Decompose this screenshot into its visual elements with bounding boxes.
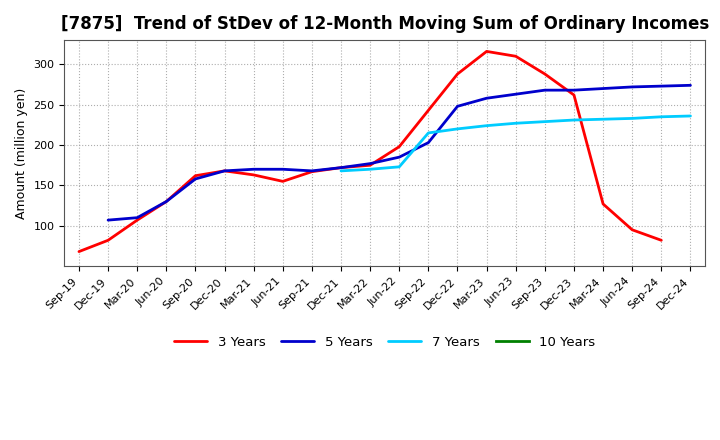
3 Years — [395, 144, 404, 149]
5 Years — [599, 86, 608, 91]
3 Years — [657, 238, 666, 243]
3 Years — [337, 165, 346, 170]
Line: 3 Years: 3 Years — [79, 51, 662, 252]
5 Years — [453, 104, 462, 109]
7 Years — [453, 126, 462, 132]
3 Years — [249, 172, 258, 178]
3 Years — [307, 169, 316, 174]
7 Years — [511, 121, 520, 126]
5 Years — [482, 95, 491, 101]
5 Years — [686, 83, 695, 88]
5 Years — [279, 167, 287, 172]
3 Years — [628, 227, 636, 232]
5 Years — [220, 168, 229, 173]
5 Years — [657, 84, 666, 89]
5 Years — [104, 217, 112, 223]
7 Years — [482, 123, 491, 128]
3 Years — [75, 249, 84, 254]
5 Years — [307, 168, 316, 173]
Legend: 3 Years, 5 Years, 7 Years, 10 Years: 3 Years, 5 Years, 7 Years, 10 Years — [174, 336, 595, 349]
3 Years — [104, 238, 112, 243]
5 Years — [366, 161, 374, 166]
3 Years — [570, 92, 578, 98]
3 Years — [424, 108, 433, 113]
3 Years — [511, 54, 520, 59]
3 Years — [482, 49, 491, 54]
Y-axis label: Amount (million yen): Amount (million yen) — [15, 88, 28, 219]
7 Years — [686, 114, 695, 119]
5 Years — [570, 88, 578, 93]
7 Years — [424, 130, 433, 136]
3 Years — [541, 71, 549, 77]
5 Years — [162, 199, 171, 204]
3 Years — [453, 71, 462, 77]
3 Years — [366, 163, 374, 168]
Title: [7875]  Trend of StDev of 12-Month Moving Sum of Ordinary Incomes: [7875] Trend of StDev of 12-Month Moving… — [60, 15, 708, 33]
Line: 5 Years: 5 Years — [108, 85, 690, 220]
5 Years — [628, 84, 636, 90]
7 Years — [657, 114, 666, 119]
Line: 7 Years: 7 Years — [341, 116, 690, 171]
3 Years — [191, 173, 199, 178]
3 Years — [162, 199, 171, 204]
5 Years — [249, 167, 258, 172]
7 Years — [366, 167, 374, 172]
7 Years — [628, 116, 636, 121]
7 Years — [337, 168, 346, 173]
5 Years — [337, 165, 346, 170]
7 Years — [599, 117, 608, 122]
7 Years — [570, 117, 578, 123]
5 Years — [424, 140, 433, 145]
5 Years — [541, 88, 549, 93]
5 Years — [133, 215, 142, 220]
7 Years — [395, 164, 404, 169]
5 Years — [395, 154, 404, 160]
5 Years — [191, 176, 199, 182]
5 Years — [511, 92, 520, 97]
3 Years — [599, 202, 608, 207]
7 Years — [541, 119, 549, 124]
3 Years — [279, 179, 287, 184]
3 Years — [220, 168, 229, 173]
3 Years — [133, 217, 142, 223]
